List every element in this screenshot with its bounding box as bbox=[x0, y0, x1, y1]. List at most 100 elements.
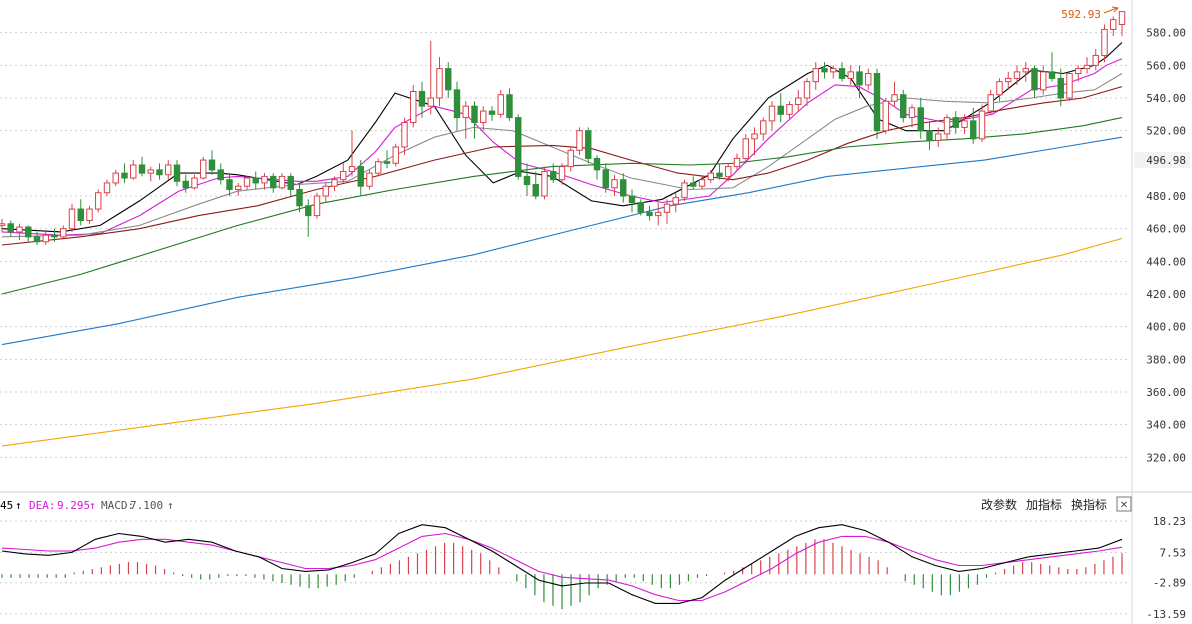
candle bbox=[156, 163, 163, 180]
dea-value: 9.295 bbox=[57, 499, 90, 512]
switch-indicator-button[interactable]: 换指标 bbox=[1071, 497, 1107, 512]
candle bbox=[497, 89, 504, 118]
candle bbox=[760, 117, 767, 141]
candle-body bbox=[1040, 71, 1047, 91]
candle-body bbox=[663, 203, 671, 213]
candle bbox=[733, 153, 741, 170]
candle-body bbox=[935, 133, 942, 141]
candle bbox=[453, 81, 461, 131]
candle bbox=[366, 169, 373, 190]
candle-body bbox=[1013, 71, 1021, 79]
candle bbox=[847, 65, 854, 85]
candle-body bbox=[532, 184, 539, 197]
candle bbox=[768, 101, 776, 131]
candle-body bbox=[830, 68, 837, 73]
candle bbox=[51, 228, 58, 242]
candle bbox=[410, 84, 417, 128]
dif-arrow-icon: ↑ bbox=[15, 499, 22, 512]
candle-body bbox=[357, 166, 364, 187]
candle bbox=[1057, 68, 1064, 107]
candle bbox=[943, 114, 951, 139]
candle bbox=[900, 89, 907, 123]
candle-body bbox=[235, 185, 242, 190]
candle-body bbox=[278, 175, 286, 189]
candle bbox=[856, 65, 863, 98]
candle-body bbox=[103, 182, 111, 194]
candle bbox=[401, 117, 408, 156]
price-tick-label: 340.00 bbox=[1146, 419, 1186, 432]
candle-body bbox=[305, 205, 312, 217]
modify-params-button[interactable]: 改参数 bbox=[981, 497, 1017, 512]
candle bbox=[576, 127, 583, 156]
candle bbox=[1066, 71, 1073, 102]
candle-body bbox=[707, 172, 714, 181]
candle bbox=[165, 160, 172, 180]
candle bbox=[550, 163, 557, 183]
close-indicator-button[interactable]: ✕ bbox=[1116, 496, 1132, 512]
candle bbox=[436, 57, 443, 107]
candle-body bbox=[156, 169, 163, 176]
candle-body bbox=[891, 94, 898, 102]
candle bbox=[812, 62, 819, 90]
candle-body bbox=[996, 81, 1003, 96]
candle-body bbox=[208, 159, 216, 171]
candle-body bbox=[33, 236, 41, 243]
candle bbox=[331, 176, 338, 192]
candle-body bbox=[480, 110, 487, 123]
candle bbox=[1101, 24, 1108, 63]
candle-body bbox=[7, 223, 14, 233]
macd-lines bbox=[1, 524, 1123, 604]
candle-body bbox=[856, 71, 863, 86]
candle-body bbox=[970, 120, 977, 140]
candle bbox=[68, 204, 76, 232]
candle bbox=[628, 189, 636, 213]
last-price-label: 592.93 bbox=[1061, 8, 1101, 21]
candle-body bbox=[147, 169, 154, 174]
candle-body bbox=[322, 185, 329, 197]
candle bbox=[418, 81, 426, 118]
candle bbox=[882, 98, 889, 134]
candle bbox=[593, 155, 601, 180]
candle bbox=[357, 160, 364, 196]
candle bbox=[138, 156, 146, 177]
candle bbox=[602, 163, 609, 193]
candle bbox=[173, 160, 181, 187]
candle-body bbox=[95, 192, 102, 210]
candle-body bbox=[541, 171, 548, 197]
candle-body bbox=[226, 179, 233, 190]
candle-body bbox=[637, 202, 644, 213]
add-indicator-button[interactable]: 加指标 bbox=[1026, 497, 1062, 512]
candle-body bbox=[558, 166, 566, 181]
candle bbox=[445, 62, 452, 98]
candle-body bbox=[471, 105, 478, 123]
candle-body bbox=[182, 180, 189, 189]
candle bbox=[33, 231, 41, 245]
candle bbox=[1083, 57, 1091, 74]
candle-body bbox=[698, 179, 706, 187]
candle-body bbox=[217, 169, 224, 181]
candle-body bbox=[900, 94, 907, 119]
candle bbox=[532, 171, 539, 200]
close-button-frame[interactable] bbox=[1116, 496, 1132, 512]
candle-body bbox=[926, 130, 933, 141]
candle-body bbox=[943, 117, 951, 135]
dea-arrow-icon: ↑ bbox=[89, 499, 96, 512]
candle bbox=[296, 182, 303, 213]
candle bbox=[217, 163, 224, 185]
candle-body bbox=[1118, 11, 1126, 25]
close-icon[interactable]: ✕ bbox=[1120, 500, 1128, 511]
candle bbox=[182, 174, 189, 193]
candle-body bbox=[576, 130, 583, 151]
candle-body bbox=[593, 157, 601, 171]
candle bbox=[60, 225, 67, 239]
ma30-line bbox=[1, 86, 1123, 246]
candle-body bbox=[1022, 68, 1029, 73]
candle-body bbox=[987, 94, 994, 112]
candle bbox=[103, 179, 111, 196]
candle bbox=[1013, 65, 1021, 85]
candle-body bbox=[1075, 68, 1082, 74]
candle bbox=[191, 174, 198, 190]
candle bbox=[655, 202, 662, 226]
candle-body bbox=[427, 97, 434, 107]
candle-body bbox=[523, 175, 531, 186]
